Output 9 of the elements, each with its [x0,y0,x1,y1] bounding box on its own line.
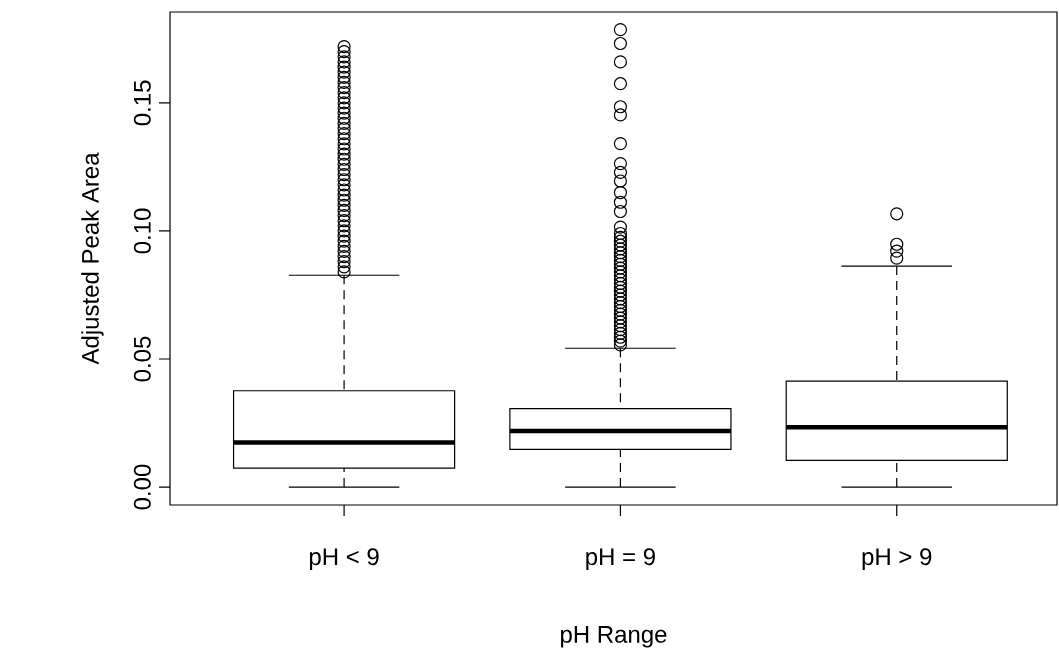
x-tick-label: pH > 9 [862,548,932,570]
x-tick-label: pH < 9 [309,548,379,570]
x-axis-title: pH Range [561,626,667,648]
y-tick-label: 0.15 [133,80,151,126]
y-tick-label: 0.05 [133,336,151,382]
y-tick-label: 0.10 [133,208,151,254]
y-tick-label: 0.00 [133,464,151,510]
x-tick-label: pH = 9 [586,548,655,570]
y-axis-title: Adjusted Peak Area [81,152,104,365]
